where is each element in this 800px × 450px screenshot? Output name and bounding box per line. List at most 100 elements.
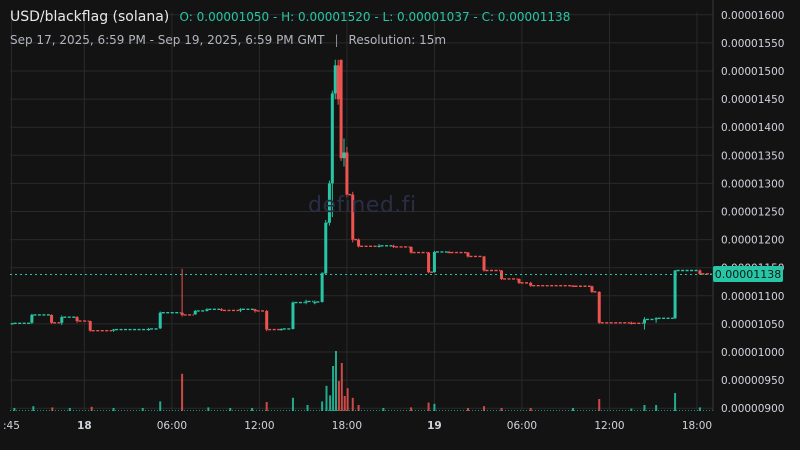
price-axis[interactable]: 0.00000900 0.00000950 0.00001000 0.00001050… [712,0,784,415]
candle-body [291,302,295,329]
volume-bar [337,381,340,411]
divider: | [334,33,339,47]
volume-bar [433,403,436,411]
volume-bar [630,408,633,411]
resolution-label[interactable]: Resolution: 15m [348,33,447,47]
price-tick-label: 0.00001500 [721,66,784,78]
candle-body [10,323,14,325]
candle [327,180,331,226]
volume-bar [32,406,35,411]
volume-bar [340,363,343,411]
candle [50,314,61,324]
candle-body [517,278,521,283]
price-tick-label: 0.00001550 [721,38,784,50]
candle-body [205,309,209,311]
candle [427,251,433,274]
candle [88,320,113,332]
volume-bar [483,406,486,411]
candle-body [590,286,594,292]
price-tick-label: 0.00001350 [721,150,784,162]
price-tick-label: 0.00001250 [721,207,784,219]
time-tick-label: 12:00 [244,420,274,432]
candle [320,272,325,303]
candle-body [409,246,413,253]
price-tick-label: 0.00001450 [721,94,784,106]
candle [205,308,220,312]
price-tick-label: 0.00001200 [721,235,784,247]
volume-bar [674,393,677,411]
candle-body [351,194,355,240]
candle-body [180,312,184,315]
candle [304,299,314,305]
time-axis[interactable]: :45 18 06:00 12:00 18:00 19 06:00 12:00 18:00 [3,420,712,432]
price-tick-label: 0.00001000 [721,347,784,359]
candle-body [339,59,343,159]
volume-bar [598,399,601,411]
candle-body [158,312,162,329]
candle-body [673,270,677,319]
candle-body [279,328,283,331]
candle [75,316,89,323]
price-tick-label: 0.00000950 [721,375,784,387]
candle-body [324,222,328,274]
candle [342,138,346,167]
candle [291,301,305,330]
volume-bar [13,408,16,411]
time-tick-label: 06:00 [157,420,187,432]
volume-bar [500,408,503,411]
time-tick-label: 18:00 [682,420,712,432]
candle [500,269,518,281]
candle-body [219,309,223,311]
candle [180,268,194,317]
candle [629,321,643,325]
volume-bar [325,385,328,411]
candle [357,238,378,248]
date-range: Sep 17, 2025, 6:59 PM - Sep 19, 2025, 6:… [10,33,325,47]
candle-body [313,301,317,304]
candle-body [88,321,92,331]
price-tick-label: 0.00001400 [721,122,784,134]
candle-body [30,314,34,323]
candle [698,269,712,276]
candle-body [698,270,702,274]
time-tick-label: 12:00 [594,420,624,432]
candle-body [333,65,337,94]
grid-lines [10,12,713,411]
candle-body [193,310,197,315]
volume-bar [332,366,335,411]
ohlc-values: O: 0.00001050 - H: 0.00001520 - L: 0.000… [180,10,571,24]
volume-bar [159,401,162,411]
volume-bars [10,351,713,411]
time-tick-label: 06:00 [507,420,537,432]
volume-bar [466,408,469,411]
volume-bar [334,351,337,411]
volume-bar [410,407,413,411]
candle [324,219,328,275]
candle [447,250,467,254]
candle-body [447,251,451,254]
candle-body [265,310,269,330]
volume-bar [207,407,210,411]
volume-bar [251,408,254,411]
candle-body [60,317,64,323]
candle-body [327,183,331,223]
separator: - [469,10,482,24]
candle-body [482,256,486,271]
candle [147,327,159,331]
open-value: O: 0.00001050 [179,10,270,24]
candle [345,146,352,198]
candle-body [75,317,79,322]
candle-body [642,319,646,324]
candle [517,278,530,284]
watermark-logo: defined.fi [308,193,417,218]
candle [253,308,266,313]
candle [158,311,181,329]
volume-bar [112,408,115,411]
price-tick-label: 0.00001600 [721,10,784,22]
candle-body [304,301,308,303]
candle [336,59,340,105]
high-value: H: 0.00001520 [281,10,371,24]
candle [466,251,483,258]
